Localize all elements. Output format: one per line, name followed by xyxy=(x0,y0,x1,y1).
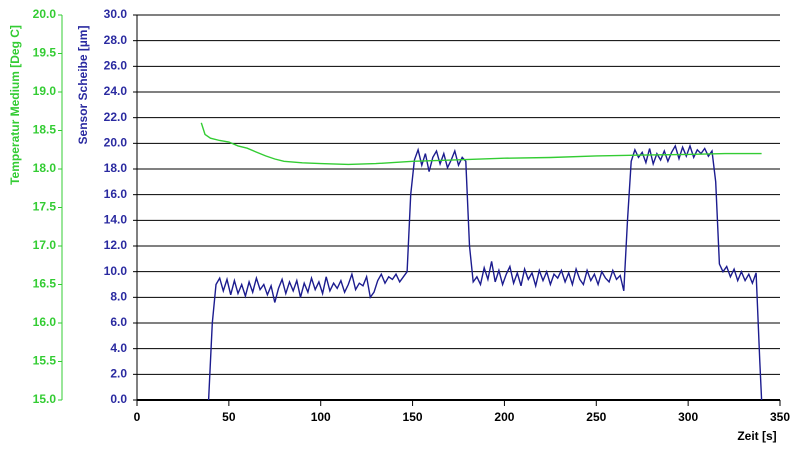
y-tick-label: 22.0 xyxy=(104,110,128,124)
y-tick-label: 12.0 xyxy=(104,238,128,252)
x-tick-label: 50 xyxy=(222,410,236,424)
y-tick-label: 6.0 xyxy=(110,315,127,329)
y-tick-label: 20.0 xyxy=(104,136,128,150)
series-line xyxy=(207,143,763,401)
series-line xyxy=(200,122,762,166)
y-tick-label: 28.0 xyxy=(104,33,128,47)
y2-tick-label: 20.0 xyxy=(33,7,57,21)
y2-tick-label: 15.5 xyxy=(33,354,57,368)
y2-tick-label: 19.5 xyxy=(33,46,57,60)
y2-tick-label: 18.5 xyxy=(33,123,57,137)
y2-tick-label: 18.0 xyxy=(33,161,57,175)
y2-tick-label: 19.0 xyxy=(33,84,57,98)
y-tick-label: 30.0 xyxy=(104,7,128,21)
y-tick-label: 4.0 xyxy=(110,341,127,355)
y-tick-label: 16.0 xyxy=(104,187,128,201)
y2-tick-label: 16.0 xyxy=(33,315,57,329)
x-tick-label: 250 xyxy=(586,410,606,424)
y-axis-title: Sensor Scheibe [µm] xyxy=(76,26,90,145)
y-tick-label: 8.0 xyxy=(110,290,127,304)
x-tick-label: 200 xyxy=(494,410,514,424)
y-tick-label: 2.0 xyxy=(110,367,127,381)
y2-axis-title: Temperatur Medium [Deg C] xyxy=(8,25,22,185)
y-tick-label: 24.0 xyxy=(104,84,128,98)
x-tick-label: 100 xyxy=(311,410,331,424)
x-tick-label: 0 xyxy=(134,410,141,424)
y-tick-label: 14.0 xyxy=(104,213,128,227)
y-tick-label: 10.0 xyxy=(104,264,128,278)
y-tick-label: 18.0 xyxy=(104,161,128,175)
x-tick-label: 300 xyxy=(678,410,698,424)
y-tick-label: 0.0 xyxy=(110,392,127,406)
y2-tick-label: 16.5 xyxy=(33,277,57,291)
y-tick-label: 26.0 xyxy=(104,59,128,73)
x-axis-title: Zeit [s] xyxy=(737,429,776,443)
y2-tick-label: 17.0 xyxy=(33,238,57,252)
y2-tick-label: 15.0 xyxy=(33,392,57,406)
x-tick-label: 150 xyxy=(403,410,423,424)
x-tick-label: 350 xyxy=(770,410,790,424)
y2-tick-label: 17.5 xyxy=(33,200,57,214)
